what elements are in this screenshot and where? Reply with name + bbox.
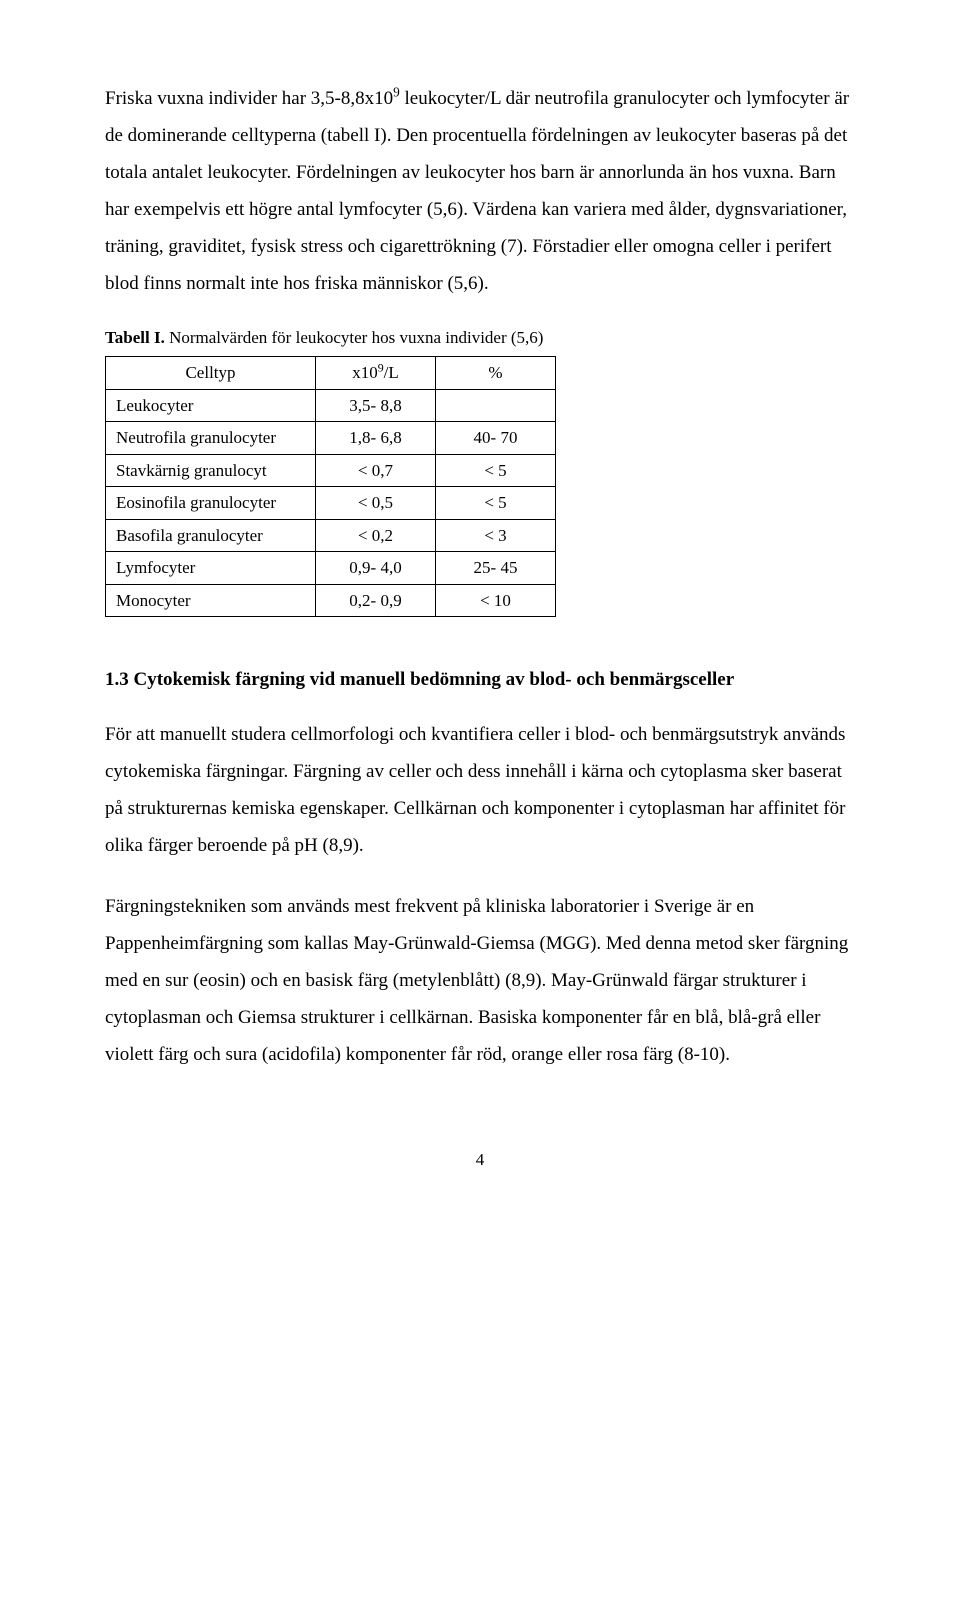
header-celltyp: Celltyp: [106, 357, 316, 390]
p1-superscript: 9: [393, 85, 400, 100]
header-percent: %: [436, 357, 556, 390]
table-caption-bold: Tabell I.: [105, 328, 165, 347]
table-caption: Tabell I. Normalvärden för leukocyter ho…: [105, 326, 855, 350]
cell-value: 0,2- 0,9: [316, 584, 436, 617]
section-heading: 1.3 Cytokemisk färgning vid manuell bedö…: [105, 667, 855, 694]
table-row: Eosinofila granulocyter< 0,5< 5: [106, 487, 556, 520]
cell-type: Eosinofila granulocyter: [106, 487, 316, 520]
cell-percent: [436, 389, 556, 422]
table-caption-rest: Normalvärden för leukocyter hos vuxna in…: [165, 328, 544, 347]
cell-value: < 0,7: [316, 454, 436, 487]
cell-value: < 0,2: [316, 519, 436, 552]
paragraph-3: Färgningstekniken som används mest frekv…: [105, 888, 855, 1073]
page-number: 4: [105, 1143, 855, 1176]
paragraph-1: Friska vuxna individer har 3,5-8,8x109 l…: [105, 80, 855, 302]
cell-type: Monocyter: [106, 584, 316, 617]
cell-percent: < 5: [436, 487, 556, 520]
normal-values-table: Celltyp x109/L % Leukocyter3,5- 8,8Neutr…: [105, 356, 556, 617]
cell-value: 3,5- 8,8: [316, 389, 436, 422]
cell-percent: < 3: [436, 519, 556, 552]
paragraph-2: För att manuellt studera cellmorfologi o…: [105, 716, 855, 864]
cell-percent: 40- 70: [436, 422, 556, 455]
cell-type: Neutrofila granulocyter: [106, 422, 316, 455]
table-row: Neutrofila granulocyter1,8- 6,840- 70: [106, 422, 556, 455]
cell-value: 0,9- 4,0: [316, 552, 436, 585]
table-body: Leukocyter3,5- 8,8Neutrofila granulocyte…: [106, 389, 556, 617]
cell-type: Leukocyter: [106, 389, 316, 422]
cell-type: Basofila granulocyter: [106, 519, 316, 552]
cell-percent: < 10: [436, 584, 556, 617]
cell-type: Stavkärnig granulocyt: [106, 454, 316, 487]
p1-part-b: leukocyter/L där neutrofila granulocyter…: [105, 88, 849, 294]
cell-value: 1,8- 6,8: [316, 422, 436, 455]
cell-value: < 0,5: [316, 487, 436, 520]
table-row: Monocyter0,2- 0,9< 10: [106, 584, 556, 617]
table-row: Basofila granulocyter< 0,2< 3: [106, 519, 556, 552]
cell-percent: < 5: [436, 454, 556, 487]
cell-type: Lymfocyter: [106, 552, 316, 585]
table-row: Lymfocyter0,9- 4,025- 45: [106, 552, 556, 585]
table-header-row: Celltyp x109/L %: [106, 357, 556, 390]
header-unit: x109/L: [316, 357, 436, 390]
table-row: Leukocyter3,5- 8,8: [106, 389, 556, 422]
table-row: Stavkärnig granulocyt< 0,7< 5: [106, 454, 556, 487]
p1-part-a: Friska vuxna individer har 3,5-8,8x10: [105, 88, 393, 109]
cell-percent: 25- 45: [436, 552, 556, 585]
